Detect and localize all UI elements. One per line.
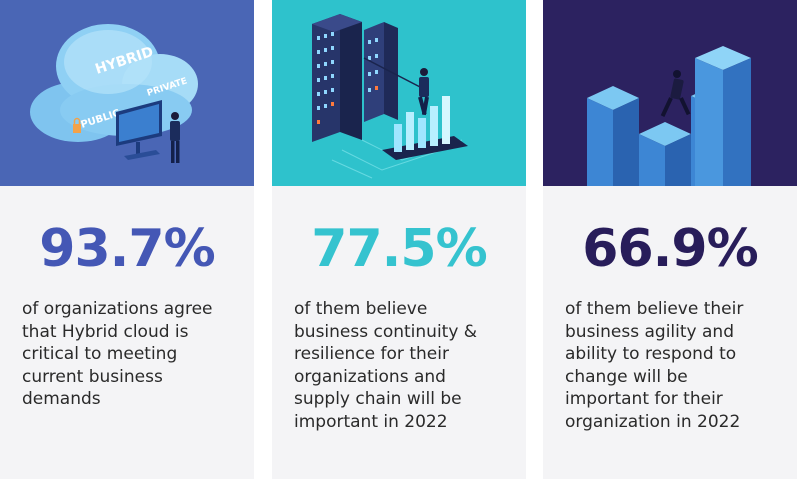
- description-line: business agility and: [565, 321, 734, 342]
- stat-description: of them believe their business agility a…: [565, 298, 787, 433]
- stat-description: of them believe business continuity & re…: [294, 298, 516, 433]
- description-line: demands: [22, 389, 101, 409]
- business-continuity-illustration: [272, 0, 526, 186]
- bar-blocks-icon: [587, 46, 751, 186]
- description-line: current business: [22, 366, 163, 387]
- description-line: important for their: [565, 389, 723, 409]
- monitor-icon: [116, 100, 162, 160]
- person-icon: [660, 70, 691, 117]
- description-line: critical to meeting: [22, 344, 178, 364]
- description-line: of organizations agree: [22, 299, 213, 319]
- bar-chart-icon: [382, 96, 468, 160]
- description-line: ability to respond to: [565, 344, 737, 364]
- business-agility-illustration: [543, 0, 797, 186]
- description-line: of them believe their: [565, 299, 744, 319]
- description-line: organization in 2022: [565, 411, 741, 432]
- stat-value: 66.9%: [582, 219, 758, 279]
- stat-card-hybrid-cloud: HYBRID PRIVATE PUBLIC 93.: [0, 0, 254, 479]
- description-line: business continuity &: [294, 321, 478, 342]
- hybrid-cloud-illustration: HYBRID PRIVATE PUBLIC: [0, 0, 254, 186]
- person-icon: [418, 68, 429, 116]
- lock-icon: [73, 117, 81, 133]
- description-line: that Hybrid cloud is: [22, 321, 189, 342]
- description-line: change will be: [565, 366, 688, 387]
- description-line: of them believe: [294, 299, 428, 319]
- description-line: resilience for their: [294, 344, 449, 364]
- stat-card-business-continuity: 77.5% of them believe business continuit…: [272, 0, 526, 479]
- stat-value: 93.7%: [39, 219, 215, 279]
- stat-value: 77.5%: [311, 219, 487, 279]
- person-icon: [170, 112, 180, 163]
- cloud-icon: [30, 24, 198, 142]
- description-line: important in 2022: [294, 411, 448, 432]
- description-line: supply chain will be: [294, 389, 462, 409]
- stat-card-business-agility: 66.9% of them believe their business agi…: [543, 0, 797, 479]
- description-line: organizations and: [294, 366, 446, 387]
- stat-description: of organizations agree that Hybrid cloud…: [22, 298, 244, 411]
